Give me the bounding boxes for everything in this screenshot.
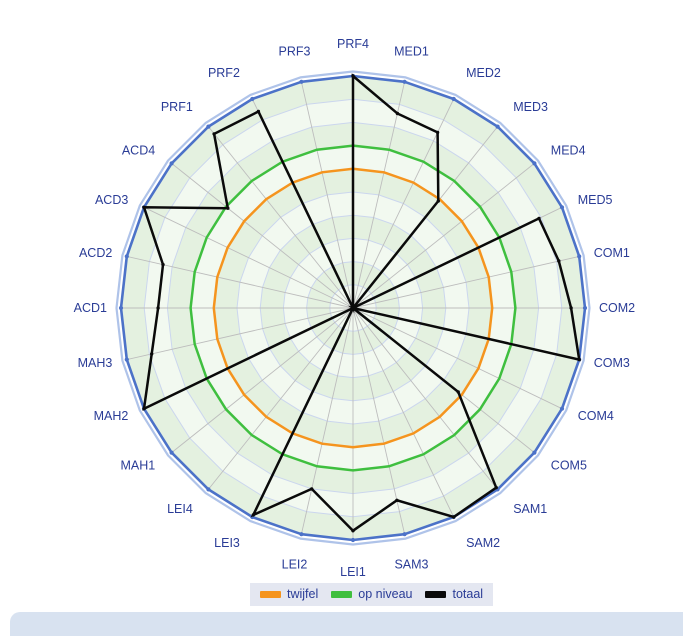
legend-label: twijfel: [287, 587, 319, 602]
radar-chart: PRF4 MED1 MED2 MED3 MED4 MED5 COM1 COM2 COM3 COM4…: [74, 37, 636, 579]
series-totaal: [142, 73, 581, 533]
axis-label-COM5: COM5: [551, 459, 587, 473]
legend-swatch-op-niveau: [331, 591, 353, 598]
data-series: [142, 73, 581, 533]
axis-label-COM1: COM1: [594, 246, 630, 260]
axis-label-COM2: COM2: [599, 301, 635, 315]
axis-labels: PRF4 MED1 MED2 MED3 MED4 MED5 COM1 COM2 COM3 COM4…: [74, 37, 636, 579]
legend-swatch-twijfel: [260, 591, 281, 598]
axis-label-COM4: COM4: [578, 409, 614, 423]
series-op-niveau: [189, 144, 517, 472]
axis-label-MAH3: MAH3: [78, 356, 113, 370]
legend-label: totaal: [452, 587, 484, 602]
axis-label-PRF1: PRF1: [161, 100, 193, 114]
axis-label-ACD3: ACD3: [95, 193, 128, 207]
axis-label-MAH1: MAH1: [120, 459, 155, 473]
axis-label-SAM1: SAM1: [513, 502, 547, 516]
axis-label-LEI3: LEI3: [214, 536, 240, 550]
legend-label: op niveau: [358, 587, 413, 602]
axis-label-MED5: MED5: [578, 193, 613, 207]
legend-item-totaal[interactable]: totaal: [425, 588, 483, 601]
bottom-panel-edge: [10, 612, 683, 636]
axis-label-ACD2: ACD2: [79, 246, 112, 260]
axis-label-ACD1: ACD1: [74, 301, 107, 315]
axis-label-LEI1: LEI1: [340, 565, 366, 579]
axis-label-COM3: COM3: [594, 356, 630, 370]
axis-label-MED2: MED2: [466, 66, 501, 80]
axis-label-SAM2: SAM2: [466, 536, 500, 550]
chart-area: PRF4 MED1 MED2 MED3 MED4 MED5 COM1 COM2 COM3 COM4…: [10, 37, 683, 636]
legend-item-op-niveau[interactable]: op niveau: [331, 588, 412, 601]
axis-label-MED3: MED3: [513, 100, 548, 114]
axis-label-ACD4: ACD4: [122, 143, 155, 157]
legend-item-twijfel[interactable]: twijfel: [260, 588, 318, 601]
axis-label-SAM3: SAM3: [394, 558, 428, 572]
axis-label-PRF4: PRF4: [337, 37, 369, 51]
axis-label-PRF2: PRF2: [208, 66, 240, 80]
axis-label-MED4: MED4: [551, 143, 586, 157]
axis-label-MAH2: MAH2: [94, 409, 129, 423]
legend: twijfel op niveau totaal: [250, 583, 494, 606]
axis-label-LEI2: LEI2: [282, 558, 308, 572]
radial-grid-bands: [121, 76, 585, 540]
legend-swatch-totaal: [425, 591, 447, 598]
axis-label-PRF3: PRF3: [279, 45, 311, 59]
axis-label-LEI4: LEI4: [167, 502, 193, 516]
axis-label-MED1: MED1: [394, 45, 429, 59]
series-twijfel: [212, 167, 494, 449]
